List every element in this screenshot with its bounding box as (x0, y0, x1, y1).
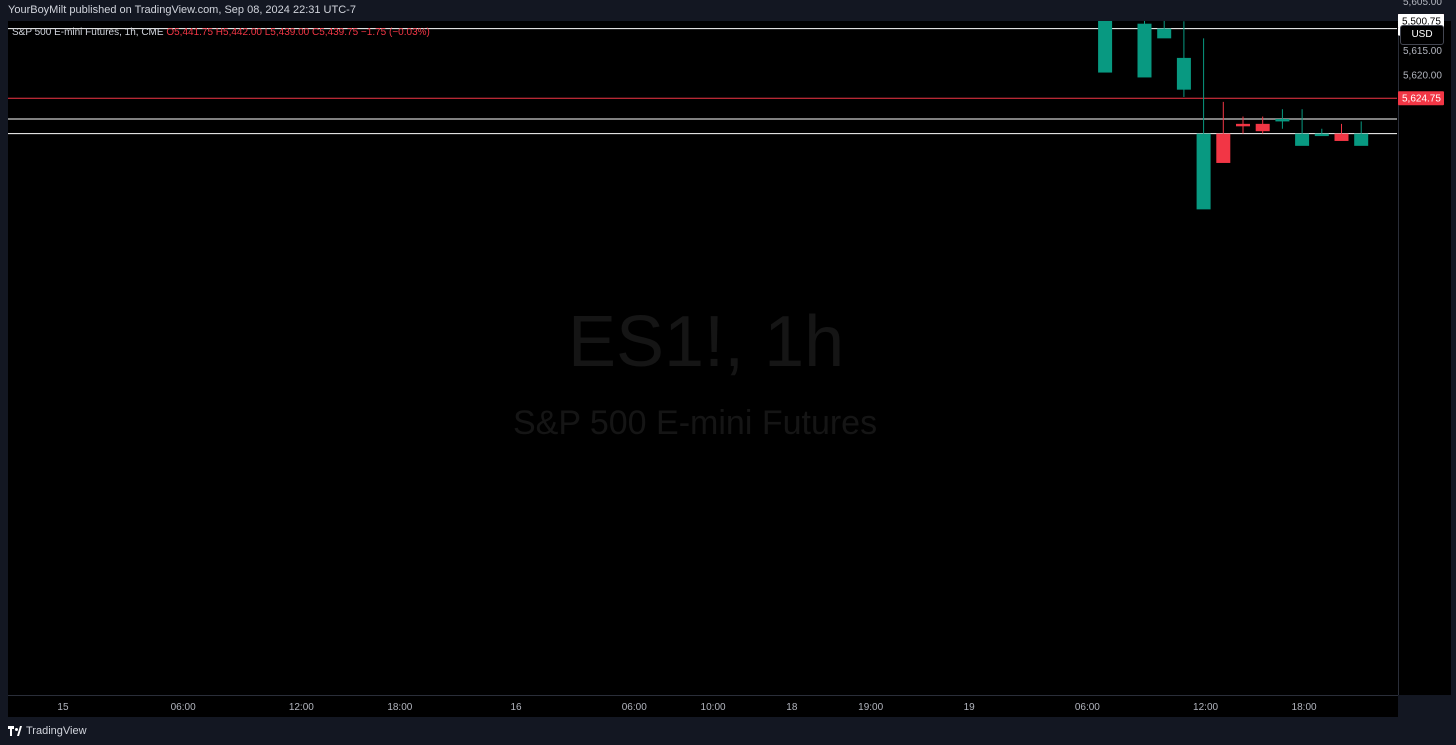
chart-pane[interactable]: ES1!, 1h S&P 500 E-mini Futures (8, 21, 1398, 716)
tradingview-logo-icon[interactable] (8, 726, 22, 738)
candle-body (1216, 133, 1231, 163)
level-price-badge: 5,500.75 (1398, 14, 1444, 28)
candle (1275, 109, 1290, 129)
price-axis[interactable] (1398, 21, 1451, 695)
symbol-legend[interactable]: S&P 500 E-mini Futures, 1h, CME O5,441.7… (12, 27, 430, 38)
candle-body (1255, 123, 1270, 132)
tradingview-brand[interactable]: TradingView (26, 725, 87, 737)
candle-body (1334, 133, 1349, 141)
candle (1157, 21, 1172, 39)
level-price-badge-label: 5,624.75 (1402, 94, 1441, 105)
time-tick-label: 12:00 (1193, 702, 1218, 713)
price-tick-label: 5,620.00 (1403, 71, 1442, 82)
candle-body (1157, 28, 1172, 39)
level-price-badge-bg (1398, 91, 1444, 106)
time-tick-label: 19:00 (858, 702, 883, 713)
candle (1255, 116, 1270, 134)
level-price-badge-bg (1398, 14, 1444, 28)
candle (1354, 121, 1369, 146)
candle-body (1137, 23, 1152, 78)
candle-body (1295, 133, 1310, 146)
time-tick-label: 06:00 (622, 702, 647, 713)
price-tick-label: 5,605.00 (1403, 0, 1442, 8)
time-tick-label: 18:00 (387, 702, 412, 713)
candle (1216, 101, 1231, 163)
level-price-badge-label: 5,500.75 (1402, 17, 1441, 28)
watermark-description: S&P 500 E-mini Futures (513, 404, 878, 442)
candle (1196, 38, 1211, 210)
time-tick-label: 10:00 (701, 702, 726, 713)
candle (1295, 109, 1310, 146)
candle-body (1275, 118, 1290, 122)
candle (1098, 21, 1113, 73)
publish-bar: YourBoyMilt published on TradingView.com… (0, 0, 1456, 21)
time-tick-label: 12:00 (289, 702, 314, 713)
ohlc-values: O5,441.75 H5,442.00 L5,439.00 C5,439.75 … (166, 27, 430, 38)
price-tick-label: 5,615.00 (1403, 46, 1442, 57)
time-tick-label: 15 (57, 702, 69, 713)
level-price-badge: 5,624.75 (1398, 91, 1444, 106)
candle (1176, 21, 1191, 97)
candle-body (1236, 123, 1250, 127)
price-axis-labels: 5,497.005,512.005,517.005,523.005,529.00… (1398, 0, 1444, 106)
candle-body (1118, 0, 1132, 4)
candle (1334, 123, 1349, 141)
candle (1236, 116, 1250, 134)
watermark-ticker: ES1!, 1h (568, 302, 845, 382)
footer-bar (0, 718, 1456, 745)
candle-body (1196, 133, 1211, 210)
time-tick-label: 18:00 (1292, 702, 1317, 713)
candle-body (1314, 133, 1329, 137)
candle-body (1098, 21, 1113, 73)
candle-body (1176, 57, 1191, 90)
candle (1118, 0, 1132, 4)
currency-button[interactable]: USD (1400, 25, 1444, 45)
time-axis[interactable] (8, 695, 1398, 717)
time-tick-label: 06:00 (1075, 702, 1100, 713)
time-axis-labels: 15 06:00 12:00 18:00 16 06:00 10:00 18 19:00 19 06… (57, 702, 1317, 713)
candle (1137, 21, 1152, 78)
candle (1314, 128, 1329, 137)
time-tick-label: 19 (964, 702, 976, 713)
candle-body (1354, 133, 1369, 146)
time-tick-label: 06:00 (171, 702, 196, 713)
time-tick-label: 16 (511, 702, 523, 713)
published-text: YourBoyMilt published on TradingView.com… (8, 4, 356, 16)
symbol-name: S&P 500 E-mini Futures, 1h, CME (12, 27, 164, 38)
candles (1098, 0, 1369, 210)
time-tick-label: 18 (786, 702, 798, 713)
